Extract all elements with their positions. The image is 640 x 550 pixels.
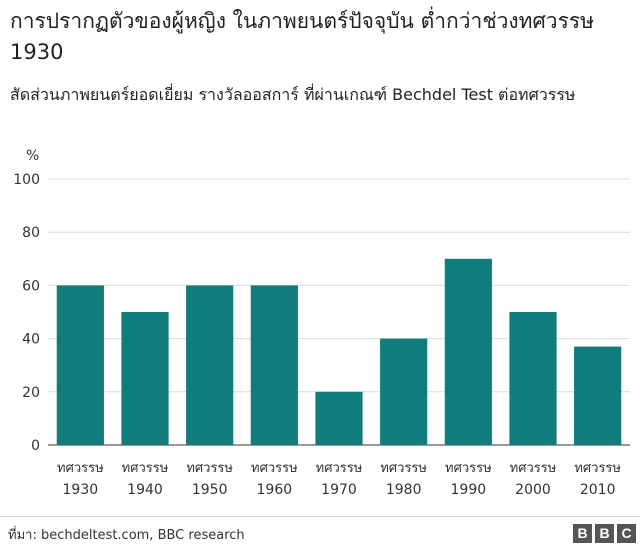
x-tick-label-prefix: ทศวรรษ xyxy=(251,461,298,476)
y-tick-label: 20 xyxy=(22,385,40,401)
x-tick-label-prefix: ทศวรรษ xyxy=(380,461,427,476)
bar-1960 xyxy=(250,285,298,445)
x-tick-label-year: 1950 xyxy=(192,482,228,498)
bbc-logo: B B C xyxy=(573,524,636,543)
bar-1990 xyxy=(444,258,492,445)
chart-title: การปรากฏตัวของผู้หญิง ในภาพยนตร์ปัจจุบัน… xyxy=(10,9,594,64)
bar-1970 xyxy=(315,391,363,445)
x-tick-label-year: 1940 xyxy=(127,482,163,498)
y-tick-label: 40 xyxy=(22,332,40,348)
bar-1980 xyxy=(380,338,428,445)
bar-chart: 0 20 40 60 80 100% ทศวรรษ 1930 ทศวรรษ 1940 ทศวรรษ 1… xyxy=(13,148,630,498)
y-tick-label: 60 xyxy=(22,278,40,294)
x-tick-label-prefix: ทศวรรษ xyxy=(574,461,621,476)
bbc-logo-letter-1: B xyxy=(573,524,592,543)
bbc-logo-letter-3: C xyxy=(617,524,636,543)
source-note: ที่มา: bechdeltest.com, BBC research xyxy=(8,528,245,543)
bbc-logo-letter-2: B xyxy=(595,524,614,543)
y-tick-label: 100 xyxy=(13,172,40,188)
bar-2000 xyxy=(509,312,557,445)
y-tick-label: 0 xyxy=(31,438,40,454)
footer-divider xyxy=(0,516,640,517)
x-tick-label-year: 1980 xyxy=(386,482,422,498)
x-tick-label-prefix: ทศวรรษ xyxy=(122,461,169,476)
y-axis-unit: % xyxy=(26,148,39,164)
bar-1930 xyxy=(56,285,104,445)
x-tick-label-year: 2010 xyxy=(580,482,616,498)
x-tick-label-year: 1930 xyxy=(63,482,99,498)
bar-2010 xyxy=(574,346,622,445)
x-tick-label-year: 1960 xyxy=(257,482,293,498)
x-tick-label-prefix: ทศวรรษ xyxy=(57,461,104,476)
x-tick-label-prefix: ทศวรรษ xyxy=(316,461,363,476)
y-tick-label: 80 xyxy=(22,225,40,241)
x-tick-label-year: 1970 xyxy=(321,482,357,498)
bar-1940 xyxy=(121,312,169,445)
x-tick-label-prefix: ทศวรรษ xyxy=(445,461,492,476)
chart-subtitle: สัดส่วนภาพยนตร์ยอดเยี่ยม รางวัลออสการ์ ท… xyxy=(10,85,576,104)
x-tick-label-prefix: ทศวรรษ xyxy=(186,461,233,476)
x-tick-label-year: 2000 xyxy=(515,482,551,498)
x-tick-label-year: 1990 xyxy=(451,482,487,498)
x-tick-label-prefix: ทศวรรษ xyxy=(510,461,557,476)
bar-1950 xyxy=(186,285,234,445)
